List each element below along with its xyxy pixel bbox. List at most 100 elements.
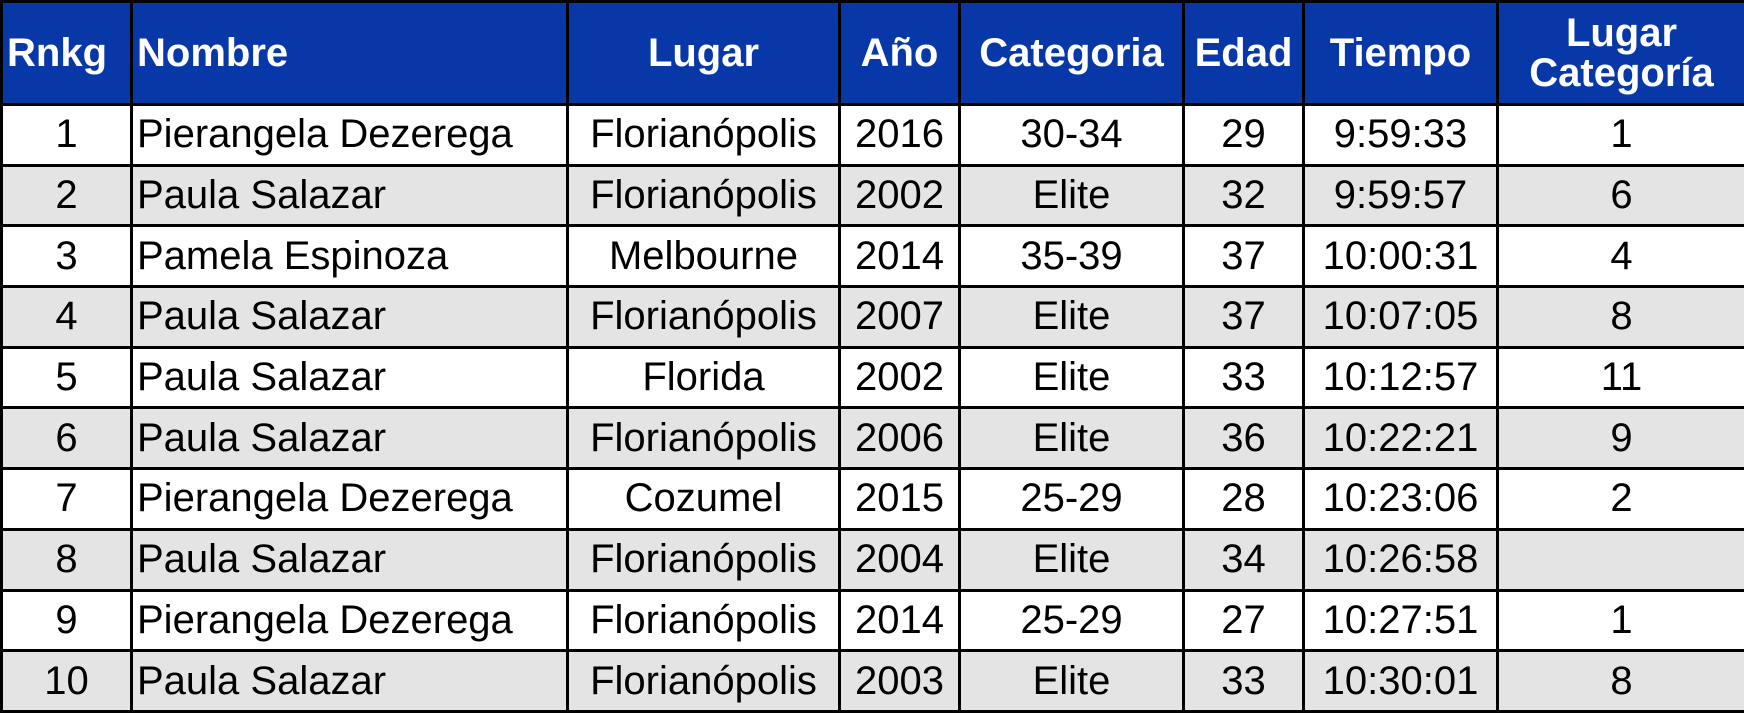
cell-name: Pierangela Dezerega xyxy=(130,467,569,531)
cell-category: 30-34 xyxy=(958,103,1185,167)
cell-category: Elite xyxy=(958,406,1185,471)
table-row: 3 Pamela Espinoza Melbourne 2014 35-39 37 10:0… xyxy=(0,224,1744,289)
cell-category: 25-29 xyxy=(958,588,1185,653)
cell-time: 10:12:57 xyxy=(1302,345,1499,410)
cell-age: 33 xyxy=(1182,649,1305,713)
table-row: 2 Paula Salazar Florianópolis 2002 Elite 32 9:… xyxy=(0,163,1744,228)
header-category: Categoria xyxy=(958,0,1185,106)
table-row: 5 Paula Salazar Florida 2002 Elite 33 10:12:57… xyxy=(0,345,1744,410)
table-header: Rnkg Nombre Lugar Año Categoria Edad Tie… xyxy=(0,0,1744,106)
cell-rank: 9 xyxy=(0,588,133,653)
cell-category-place: 6 xyxy=(1496,163,1744,228)
cell-year: 2016 xyxy=(838,103,961,167)
cell-time: 9:59:57 xyxy=(1302,163,1499,228)
cell-rank: 2 xyxy=(0,163,133,228)
cell-category: Elite xyxy=(958,649,1185,713)
cell-year: 2003 xyxy=(838,649,961,713)
cell-year: 2006 xyxy=(838,406,961,471)
header-rank: Rnkg xyxy=(0,0,133,106)
cell-name: Paula Salazar xyxy=(130,527,569,592)
cell-category-place: 8 xyxy=(1496,285,1744,349)
cell-age: 37 xyxy=(1182,285,1305,349)
cell-place: Florianópolis xyxy=(566,163,841,228)
header-category-place: Lugar Categoría xyxy=(1496,0,1744,106)
table-row: 8 Paula Salazar Florianópolis 2004 Elite 34 10… xyxy=(0,527,1744,592)
cell-time: 10:07:05 xyxy=(1302,285,1499,349)
cell-category: Elite xyxy=(958,527,1185,592)
cell-age: 32 xyxy=(1182,163,1305,228)
cell-year: 2014 xyxy=(838,224,961,289)
cell-age: 33 xyxy=(1182,345,1305,410)
header-place: Lugar xyxy=(566,0,841,106)
cell-category-place: 9 xyxy=(1496,406,1744,471)
cell-category-place: 2 xyxy=(1496,467,1744,531)
cell-place: Florianópolis xyxy=(566,527,841,592)
header-age: Edad xyxy=(1182,0,1305,106)
cell-year: 2002 xyxy=(838,345,961,410)
cell-category: Elite xyxy=(958,345,1185,410)
cell-name: Pamela Espinoza xyxy=(130,224,569,289)
table-row: 10 Paula Salazar Florianópolis 2003 Elite 33 1… xyxy=(0,649,1744,713)
cell-category: Elite xyxy=(958,163,1185,228)
cell-year: 2015 xyxy=(838,467,961,531)
cell-place: Florida xyxy=(566,345,841,410)
cell-time: 10:27:51 xyxy=(1302,588,1499,653)
cell-place: Melbourne xyxy=(566,224,841,289)
cell-category-place: 8 xyxy=(1496,649,1744,713)
cell-name: Paula Salazar xyxy=(130,163,569,228)
cell-rank: 3 xyxy=(0,224,133,289)
cell-place: Florianópolis xyxy=(566,406,841,471)
table-row: 9 Pierangela Dezerega Florianópolis 2014 25-… xyxy=(0,588,1744,653)
cell-time: 10:30:01 xyxy=(1302,649,1499,713)
cell-category-place: 4 xyxy=(1496,224,1744,289)
cell-category-place: 11 xyxy=(1496,345,1744,410)
header-category-place-line1: Lugar xyxy=(1565,11,1678,55)
cell-age: 36 xyxy=(1182,406,1305,471)
cell-rank: 8 xyxy=(0,527,133,592)
cell-time: 10:23:06 xyxy=(1302,467,1499,531)
cell-time: 10:26:58 xyxy=(1302,527,1499,592)
cell-name: Pierangela Dezerega xyxy=(130,588,569,653)
cell-year: 2007 xyxy=(838,285,961,349)
cell-category: 25-29 xyxy=(958,467,1185,531)
cell-category-place: 1 xyxy=(1496,588,1744,653)
cell-name: Paula Salazar xyxy=(130,649,569,713)
cell-rank: 10 xyxy=(0,649,133,713)
cell-age: 37 xyxy=(1182,224,1305,289)
cell-place: Cozumel xyxy=(566,467,841,531)
cell-category-place: 1 xyxy=(1496,103,1744,167)
header-time: Tiempo xyxy=(1302,0,1499,106)
cell-age: 27 xyxy=(1182,588,1305,653)
cell-year: 2004 xyxy=(838,527,961,592)
cell-time: 9:59:33 xyxy=(1302,103,1499,167)
cell-year: 2002 xyxy=(838,163,961,228)
table-row: 7 Pierangela Dezerega Cozumel 2015 25-29 28 10… xyxy=(0,467,1744,531)
cell-category: 35-39 xyxy=(958,224,1185,289)
cell-category-place xyxy=(1496,527,1744,592)
cell-place: Florianópolis xyxy=(566,285,841,349)
cell-age: 34 xyxy=(1182,527,1305,592)
cell-name: Paula Salazar xyxy=(130,345,569,410)
cell-time: 10:00:31 xyxy=(1302,224,1499,289)
header-year: Año xyxy=(838,0,961,106)
table-row: 4 Paula Salazar Florianópolis 2007 Elite 37 10… xyxy=(0,285,1744,349)
table-body: 1 Pierangela Dezerega Florianópolis 2016 30-… xyxy=(0,103,1744,713)
cell-rank: 6 xyxy=(0,406,133,471)
cell-age: 28 xyxy=(1182,467,1305,531)
cell-place: Florianópolis xyxy=(566,103,841,167)
cell-name: Paula Salazar xyxy=(130,406,569,471)
cell-rank: 1 xyxy=(0,103,133,167)
cell-category: Elite xyxy=(958,285,1185,349)
cell-place: Florianópolis xyxy=(566,649,841,713)
cell-year: 2014 xyxy=(838,588,961,653)
table-row: 6 Paula Salazar Florianópolis 2006 Elite 36 10… xyxy=(0,406,1744,471)
cell-rank: 7 xyxy=(0,467,133,531)
cell-place: Florianópolis xyxy=(566,588,841,653)
header-category-place-line2: Categoría xyxy=(1529,51,1714,95)
cell-time: 10:22:21 xyxy=(1302,406,1499,471)
header-row: Rnkg Nombre Lugar Año Categoria Edad Tie… xyxy=(0,0,1744,106)
cell-rank: 4 xyxy=(0,285,133,349)
table-row: 1 Pierangela Dezerega Florianópolis 2016 30-… xyxy=(0,103,1744,167)
cell-age: 29 xyxy=(1182,103,1305,167)
